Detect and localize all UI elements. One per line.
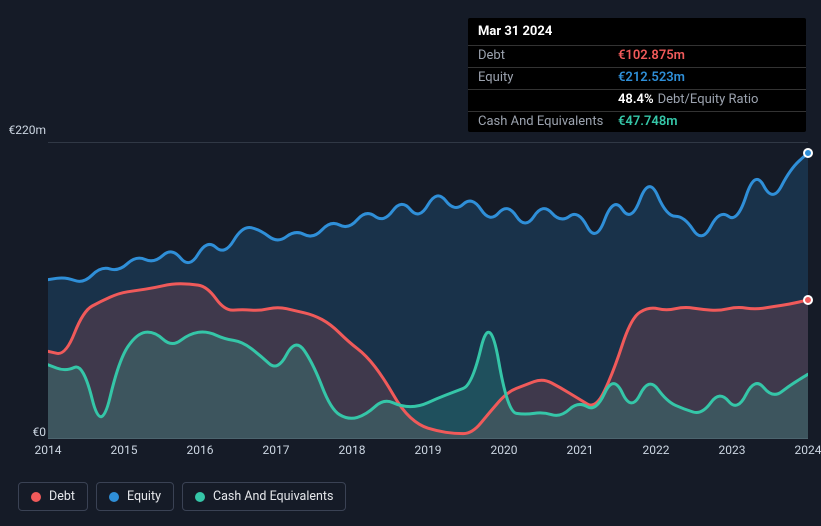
- x-tick: 2015: [111, 443, 138, 457]
- tooltip-row-equity: Equity €212.523m: [468, 68, 806, 90]
- legend-item-equity[interactable]: Equity: [96, 482, 174, 511]
- tooltip-date: Mar 31 2024: [468, 18, 806, 46]
- x-tick: 2017: [263, 443, 290, 457]
- x-axis: 2014201520162017201820192020202120222023…: [48, 443, 808, 463]
- legend-swatch: [195, 492, 205, 502]
- legend-label: Equity: [127, 489, 161, 504]
- x-tick: 2023: [719, 443, 746, 457]
- legend-item-cash[interactable]: Cash And Equivalents: [182, 482, 346, 511]
- tooltip-label: Debt: [478, 48, 618, 65]
- tooltip-row-cash: Cash And Equivalents €47.748m: [468, 112, 806, 133]
- chart-plot: [48, 142, 808, 439]
- tooltip-row-debt: Debt €102.875m: [468, 46, 806, 68]
- tooltip-value: €212.523m: [618, 70, 685, 87]
- tooltip-value: 48.4%Debt/Equity Ratio: [618, 92, 758, 109]
- tooltip-row-ratio: 48.4%Debt/Equity Ratio: [468, 90, 806, 112]
- tooltip-label: Equity: [478, 70, 618, 87]
- tooltip-label: Cash And Equivalents: [478, 114, 618, 131]
- y-axis-min-label: €0: [0, 425, 46, 439]
- y-axis-max-label: €220m: [0, 123, 46, 137]
- legend-swatch: [109, 492, 119, 502]
- x-tick: 2020: [491, 443, 518, 457]
- chart-legend: Debt Equity Cash And Equivalents: [18, 482, 346, 511]
- x-tick: 2016: [187, 443, 214, 457]
- x-tick: 2021: [567, 443, 594, 457]
- legend-label: Cash And Equivalents: [213, 489, 333, 504]
- x-tick: 2019: [415, 443, 442, 457]
- series-endpoint-equity: [803, 148, 813, 158]
- x-tick: 2014: [35, 443, 62, 457]
- tooltip-label: [478, 92, 618, 109]
- series-endpoint-debt: [803, 295, 813, 305]
- x-tick: 2018: [339, 443, 366, 457]
- legend-label: Debt: [49, 489, 75, 504]
- chart-tooltip: Mar 31 2024 Debt €102.875m Equity €212.5…: [468, 18, 806, 132]
- x-tick: 2024: [795, 443, 821, 457]
- tooltip-value: €102.875m: [618, 48, 685, 65]
- tooltip-value: €47.748m: [618, 114, 678, 131]
- legend-swatch: [31, 492, 41, 502]
- legend-item-debt[interactable]: Debt: [18, 482, 88, 511]
- x-tick: 2022: [643, 443, 670, 457]
